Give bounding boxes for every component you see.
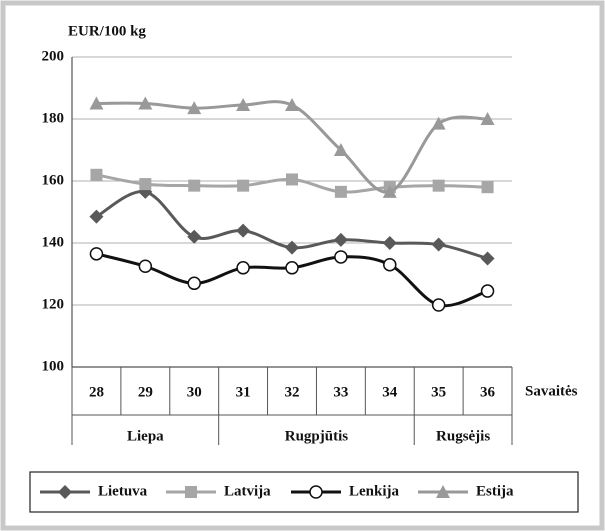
- marker: [333, 232, 348, 247]
- marker: [432, 179, 445, 192]
- x-tick-label: 30: [187, 384, 202, 400]
- x-axis-label: Savaitės: [525, 383, 578, 399]
- x-group-label: Liepa: [127, 428, 164, 444]
- marker: [285, 98, 299, 112]
- marker: [481, 181, 494, 194]
- marker: [333, 143, 348, 156]
- x-tick-label: 29: [138, 384, 153, 400]
- x-tick-label: 31: [236, 384, 251, 400]
- marker: [236, 98, 251, 112]
- x-tick-label: 34: [382, 384, 398, 400]
- marker: [480, 284, 495, 298]
- marker: [480, 251, 495, 266]
- legend-marker: [436, 485, 450, 498]
- x-tick-label: 33: [333, 384, 348, 400]
- marker: [431, 298, 446, 312]
- marker: [285, 240, 299, 255]
- legend-label: Lenkija: [349, 483, 400, 499]
- marker: [89, 247, 104, 261]
- marker: [90, 168, 103, 181]
- marker: [334, 250, 348, 264]
- y-axis-label: EUR/100 kg: [68, 23, 146, 39]
- marker: [480, 112, 495, 125]
- y-tick-label: 140: [42, 234, 65, 250]
- y-tick-label: 180: [42, 110, 65, 126]
- legend-marker: [185, 486, 197, 498]
- marker: [89, 96, 104, 110]
- marker: [236, 223, 251, 238]
- x-tick-label: 35: [431, 384, 446, 400]
- marker: [89, 209, 104, 224]
- marker: [139, 178, 152, 191]
- legend-label: Lietuva: [98, 483, 148, 499]
- x-group-label: Rugpjūtis: [285, 428, 349, 444]
- x-tick-label: 32: [285, 384, 300, 400]
- marker: [138, 96, 153, 110]
- y-tick-label: 200: [42, 48, 65, 64]
- marker: [285, 261, 299, 275]
- y-tick-label: 100: [42, 358, 65, 374]
- marker: [334, 185, 347, 198]
- legend-marker: [58, 485, 72, 499]
- marker: [187, 229, 202, 244]
- legend-label: Latvija: [224, 483, 271, 499]
- marker: [187, 276, 201, 291]
- marker: [431, 116, 446, 130]
- legend-marker: [309, 485, 323, 499]
- marker: [382, 236, 397, 250]
- x-group-label: Rugsėjis: [436, 428, 490, 444]
- legend-label: Estija: [476, 483, 514, 499]
- series-line: [96, 100, 488, 194]
- marker: [431, 237, 446, 252]
- marker: [138, 259, 153, 273]
- marker: [382, 184, 397, 198]
- marker: [286, 173, 298, 186]
- marker: [187, 101, 202, 115]
- x-tick-label: 28: [89, 384, 104, 400]
- marker: [236, 261, 250, 275]
- y-tick-label: 160: [42, 172, 65, 188]
- marker: [188, 179, 201, 192]
- y-tick-label: 120: [42, 296, 65, 312]
- marker: [383, 257, 397, 272]
- marker: [237, 179, 250, 192]
- x-tick-label: 36: [480, 384, 496, 400]
